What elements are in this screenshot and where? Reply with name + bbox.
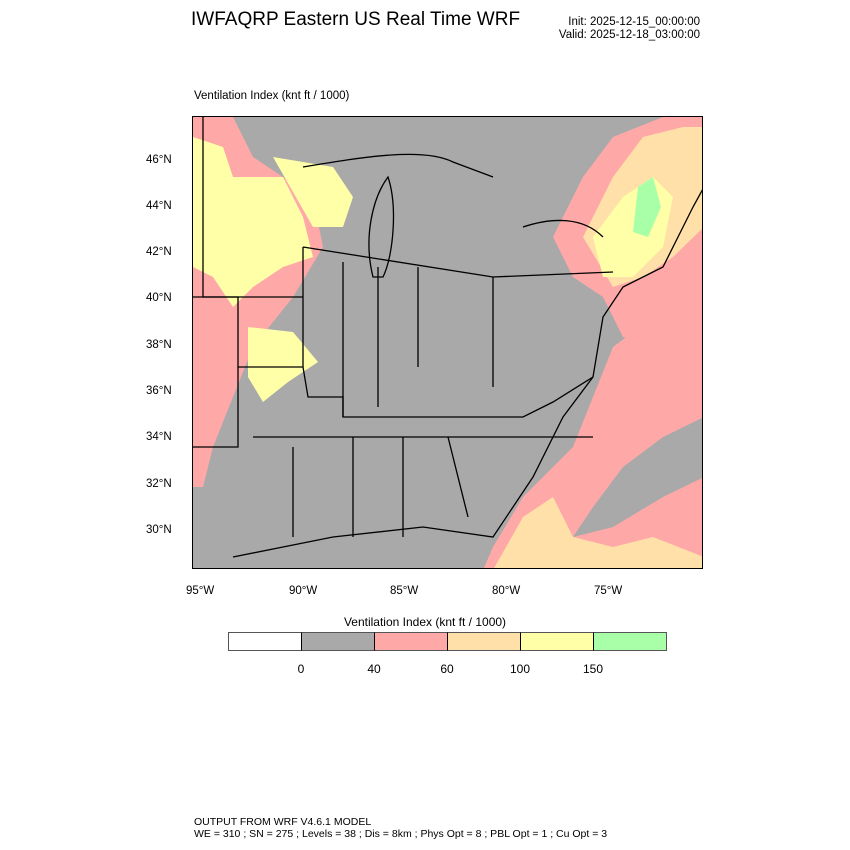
model-info-line2: WE = 310 ; SN = 275 ; Levels = 38 ; Dis … <box>194 828 608 840</box>
lon-tick: 75°W <box>594 585 623 597</box>
field-yellow-wisconsin <box>273 157 353 227</box>
plot-title: IWFAQRP Eastern US Real Time WRF <box>191 9 521 30</box>
colorbar-swatch <box>447 632 521 651</box>
lat-tick: 46°N <box>146 154 172 166</box>
field-yellow-upper-midwest <box>193 137 313 307</box>
lon-tick: 95°W <box>186 585 215 597</box>
field-subtitle: Ventilation Index (knt ft / 1000) <box>194 90 350 102</box>
colorbar-label: 40 <box>367 662 381 676</box>
colorbar-label: 150 <box>582 662 604 676</box>
lon-tick: 85°W <box>390 585 419 597</box>
colorbar-title: Ventilation Index (knt ft / 1000) <box>343 615 507 629</box>
field-green-new-hampshire <box>633 177 661 237</box>
colorbar-swatch <box>301 632 375 651</box>
colorbar-swatch <box>374 632 448 651</box>
init-valid-times: Init: 2025-12-15_00:00:00 Valid: 2025-12… <box>559 16 700 42</box>
lat-tick: 34°N <box>146 431 172 443</box>
lon-tick: 80°W <box>492 585 521 597</box>
init-time: Init: 2025-12-15_00:00:00 <box>568 16 700 28</box>
valid-time: Valid: 2025-12-18_03:00:00 <box>558 29 700 41</box>
colorbar-label: 100 <box>509 662 531 676</box>
field-orange-atlantic <box>494 497 702 568</box>
map-canvas <box>193 117 702 568</box>
colorbar-swatch <box>520 632 594 651</box>
ventilation-index-map <box>192 116 703 569</box>
field-gray-ocean-patch <box>573 417 702 537</box>
colorbar-swatch <box>593 632 667 651</box>
lat-tick: 38°N <box>146 339 172 351</box>
lat-tick: 44°N <box>146 200 172 212</box>
colorbar-swatch <box>228 632 302 651</box>
lat-tick: 32°N <box>146 478 172 490</box>
colorbar-label: 0 <box>297 662 305 676</box>
lon-tick: 90°W <box>289 585 318 597</box>
lat-tick: 30°N <box>146 524 172 536</box>
model-info-line1: OUTPUT FROM WRF V4.6.1 MODEL <box>194 816 372 828</box>
lat-tick: 42°N <box>146 246 172 258</box>
colorbar-label: 60 <box>440 662 454 676</box>
field-yellow-missouri <box>248 327 318 402</box>
lat-tick: 36°N <box>146 385 172 397</box>
lat-tick: 40°N <box>146 292 172 304</box>
boundaries <box>193 117 702 558</box>
model-info: OUTPUT FROM WRF V4.6.1 MODEL WE = 310 ; … <box>194 816 607 840</box>
